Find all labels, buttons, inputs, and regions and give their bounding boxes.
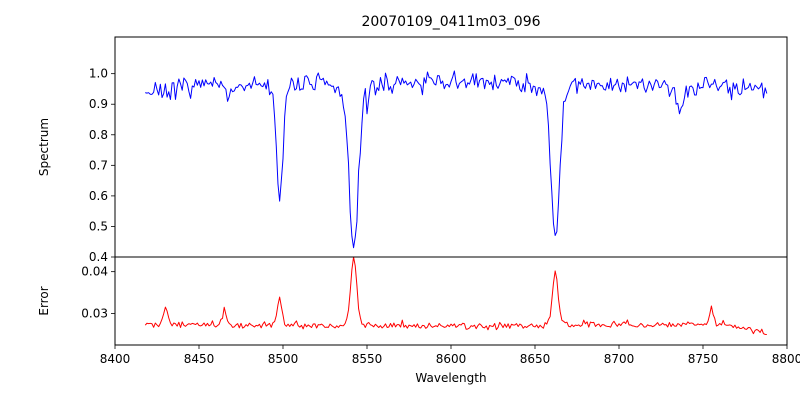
ticks-group: 0.4 0.5 0.6 0.7 0.8 0.9 1.0 0.03 0.04 8400 8450 850… — [81, 67, 800, 366]
y-axis-label-error: Error — [37, 286, 51, 315]
x-tick-label: 8700 — [604, 352, 635, 366]
x-tick-label: 8400 — [100, 352, 131, 366]
y-tick-label: 0.4 — [89, 250, 108, 264]
y-tick-label: 0.9 — [89, 97, 108, 111]
y-tick-label: 0.03 — [81, 307, 108, 321]
error-line — [144, 256, 767, 335]
y-tick-label: 0.6 — [89, 189, 108, 203]
y-tick-label: 1.0 — [89, 67, 108, 81]
x-tick-label: 8450 — [184, 352, 215, 366]
chart-title: 20070109_0411m03_096 — [361, 14, 540, 30]
x-tick-label: 8800 — [772, 352, 800, 366]
x-tick-label: 8650 — [520, 352, 551, 366]
y-tick-label: 0.04 — [81, 265, 108, 279]
y-tick-label: 0.5 — [89, 219, 108, 233]
x-tick-label: 8550 — [352, 352, 383, 366]
data-series-group — [144, 70, 768, 335]
y-axis-label-spectrum: Spectrum — [37, 118, 51, 176]
x-tick-label: 8500 — [268, 352, 299, 366]
spectrum-panel-border — [114, 36, 788, 258]
error-panel-border — [114, 256, 788, 346]
y-tick-label: 0.7 — [89, 158, 108, 172]
y-tick-label: 0.8 — [89, 128, 108, 142]
spectrum-line — [145, 70, 768, 249]
x-axis-label: Wavelength — [415, 371, 486, 385]
x-tick-label: 8750 — [688, 352, 719, 366]
x-tick-label: 8600 — [436, 352, 467, 366]
